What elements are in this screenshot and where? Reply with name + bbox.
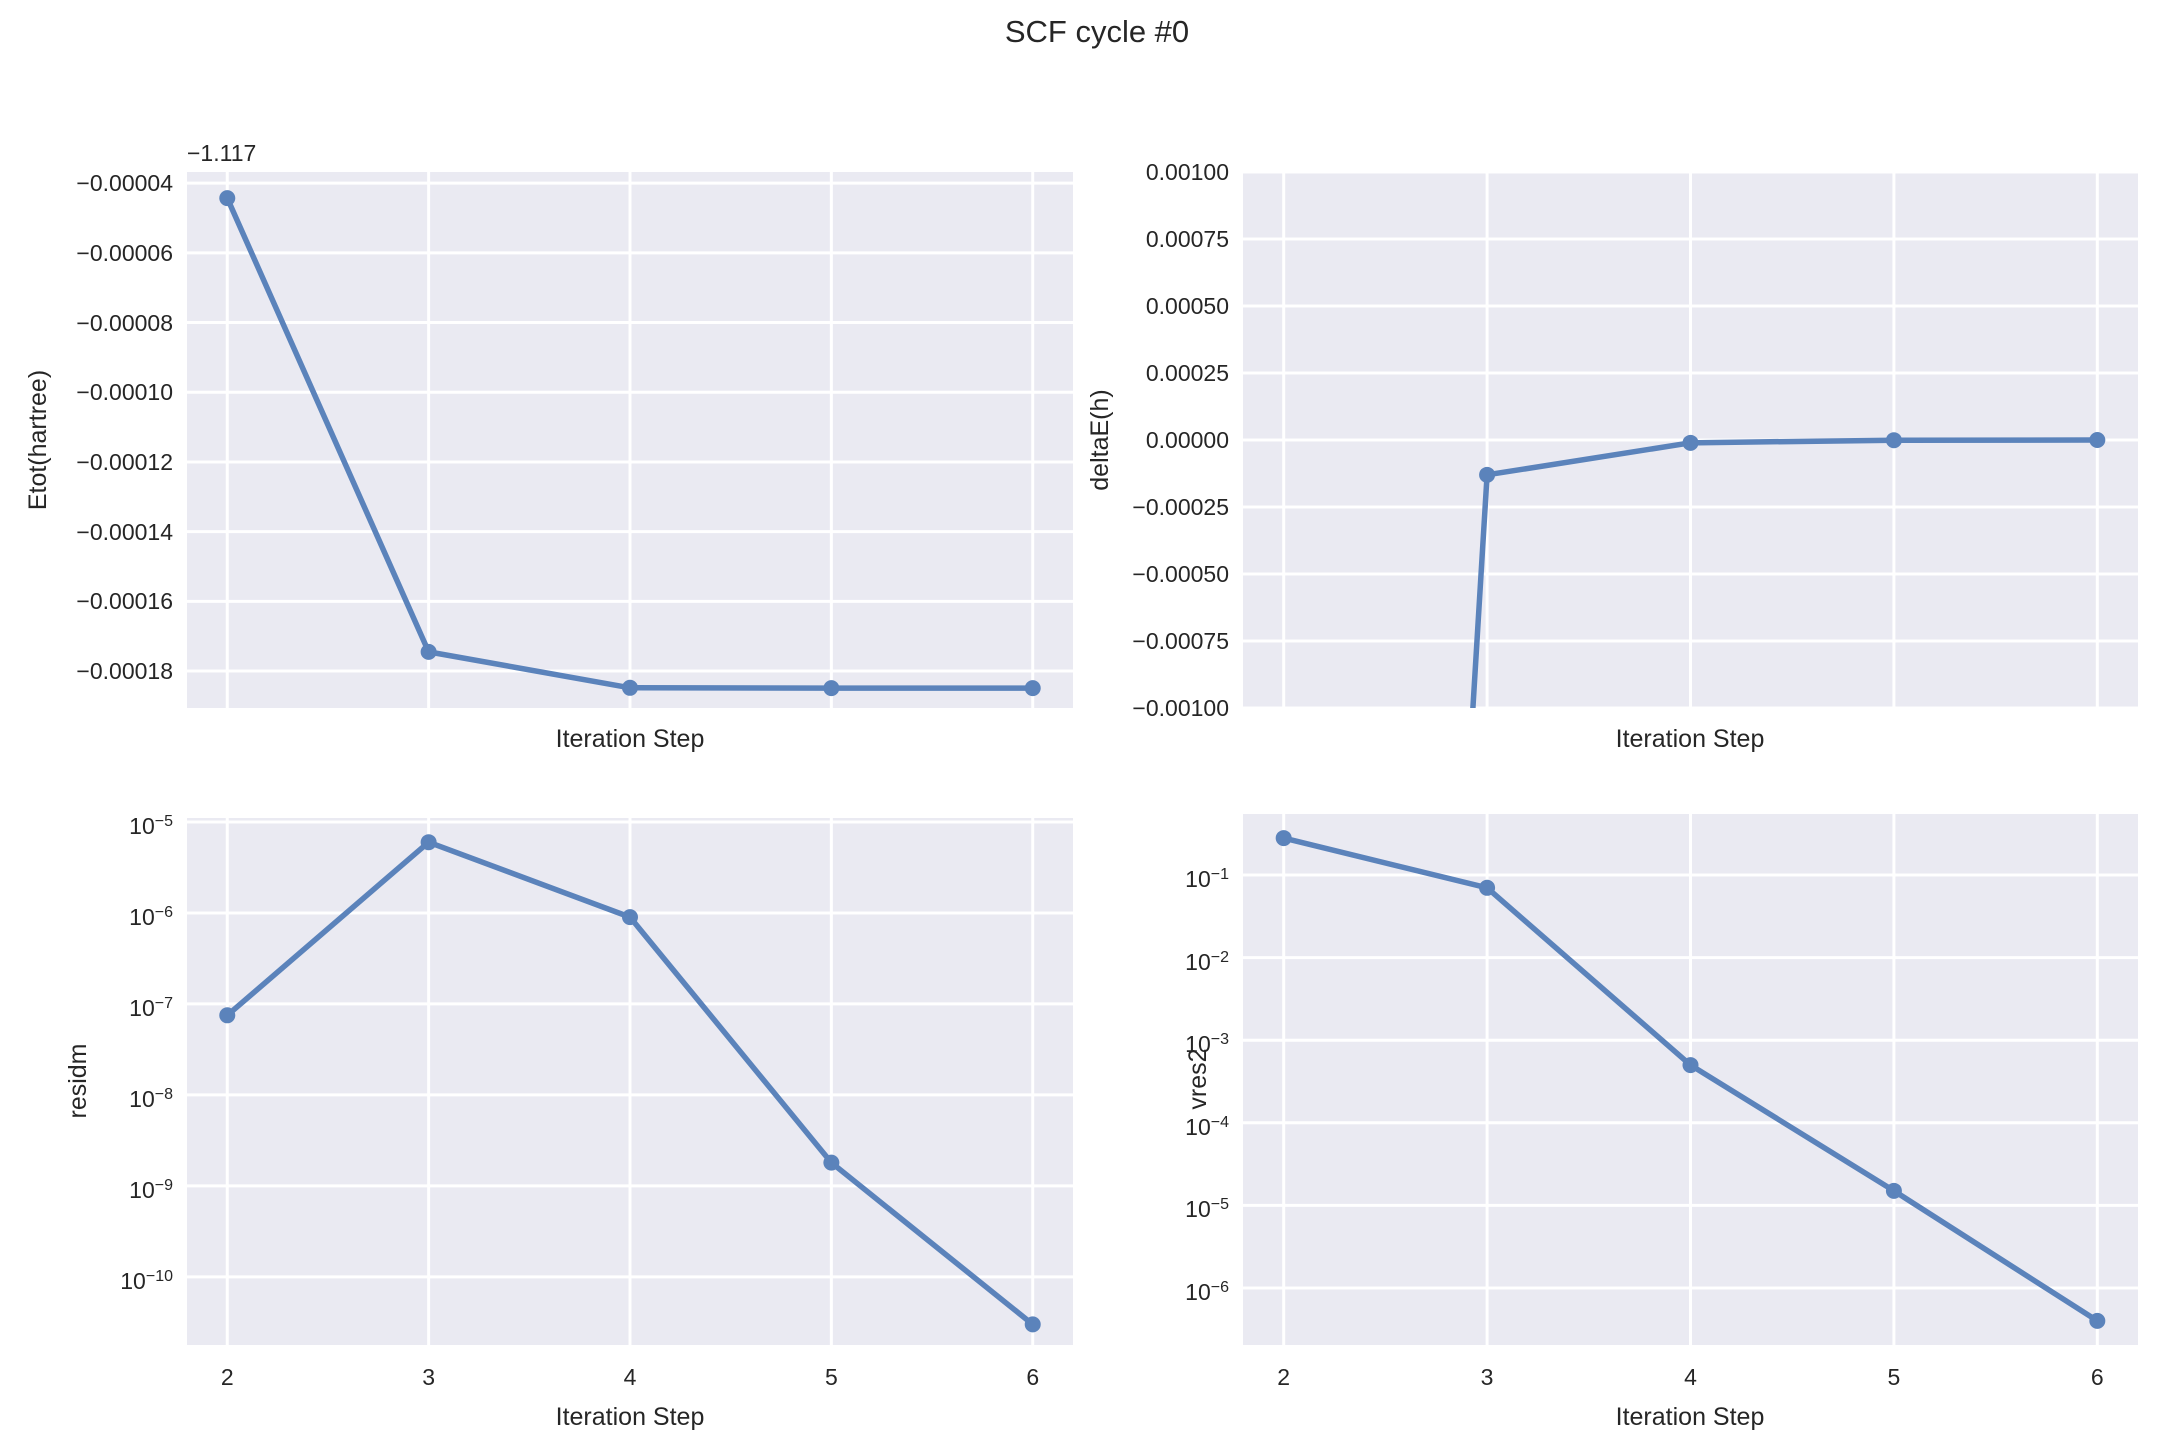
tick-label: 0.00050	[1145, 293, 1229, 319]
vres2-data-point	[1682, 1057, 1699, 1074]
tick-label: −0.00016	[76, 588, 173, 615]
tick-label: 3	[1480, 1364, 1494, 1390]
tick-label: 0.00025	[1145, 360, 1229, 386]
residm-data-point	[823, 1154, 840, 1171]
tick-label: −0.00010	[76, 379, 173, 406]
tick-label: 4	[623, 1364, 637, 1390]
tick-label: 10−8	[129, 1085, 173, 1112]
tick-label: −0.00025	[1132, 494, 1229, 520]
etot-data-point	[420, 643, 437, 660]
tick-label: −0.00004	[76, 170, 173, 197]
tick-label: −0.00014	[76, 518, 173, 545]
vres2-data-point	[1275, 830, 1292, 847]
residm-data-point	[622, 909, 638, 926]
tick-label: −0.00100	[1132, 695, 1229, 721]
tick-label: 10−6	[129, 903, 173, 930]
residm-canvas	[187, 818, 1073, 1345]
tick-label: 10−1	[1185, 866, 1229, 893]
tick-label: 10−7	[129, 994, 173, 1021]
deltaE-data-point	[2089, 432, 2106, 449]
tick-label: 6	[2090, 1364, 2104, 1390]
plot-residm	[187, 818, 1073, 1345]
residm-xlabel: Iteration Step	[555, 1403, 705, 1431]
plot-deltae	[1243, 172, 2138, 708]
tick-label: 3	[422, 1364, 436, 1390]
vres2-data-point	[1885, 1182, 1902, 1199]
tick-label: 10−5	[129, 813, 173, 840]
figure-title: SCF cycle #0	[1004, 14, 1190, 49]
tick-label: 5	[1887, 1364, 1901, 1390]
vres2-xlabel: Iteration Step	[1615, 1403, 1765, 1431]
etot-xlabel: Iteration Step	[555, 725, 705, 753]
deltaE-data-point	[1682, 434, 1699, 451]
tick-label: −0.00008	[76, 309, 173, 336]
tick-label: 10−10	[120, 1267, 173, 1294]
tick-label: 0.00100	[1145, 159, 1229, 185]
deltaE-data-point	[1479, 466, 1496, 483]
tick-label: 10−2	[1185, 948, 1229, 975]
etot-data-point	[622, 679, 638, 696]
tick-label: 10−5	[1185, 1196, 1229, 1223]
vres2-canvas	[1243, 814, 2138, 1345]
tick-label: 10−3	[1185, 1031, 1229, 1058]
tick-label: −0.00006	[76, 239, 173, 266]
plot-vres2	[1243, 814, 2138, 1345]
tick-label: 10−4	[1185, 1113, 1229, 1140]
etot-canvas	[187, 172, 1073, 708]
etot-data-point	[1024, 680, 1041, 697]
tick-label: 0.00000	[1145, 427, 1229, 453]
tick-label: 6	[1026, 1364, 1040, 1390]
tick-label: 5	[824, 1364, 838, 1390]
tick-label: 4	[1684, 1364, 1697, 1390]
tick-label: 2	[1277, 1364, 1291, 1390]
plot-etot	[187, 172, 1073, 708]
tick-label: 10−9	[129, 1176, 173, 1203]
vres2-data-point	[1479, 879, 1496, 896]
deltae-xlabel: Iteration Step	[1615, 725, 1765, 753]
tick-label: −0.00075	[1132, 628, 1229, 654]
etot-axis-offset-text: −1.117	[187, 140, 257, 166]
tick-label: −0.00018	[76, 658, 173, 685]
residm-data-point	[219, 1007, 236, 1024]
tick-label: −0.00012	[76, 448, 173, 475]
etot-data-point	[219, 190, 236, 207]
residm-data-point	[1024, 1316, 1041, 1333]
deltaE-data-point	[1885, 432, 1902, 449]
tick-label: 2	[220, 1364, 234, 1390]
vres2-data-point	[2089, 1312, 2106, 1329]
tick-label: −0.00050	[1132, 561, 1229, 587]
tick-label: 0.00075	[1145, 226, 1229, 252]
tick-label: 10−6	[1185, 1278, 1229, 1305]
etot-data-point	[823, 680, 840, 697]
residm-data-point	[420, 834, 437, 851]
deltaE-canvas	[1243, 172, 2138, 708]
